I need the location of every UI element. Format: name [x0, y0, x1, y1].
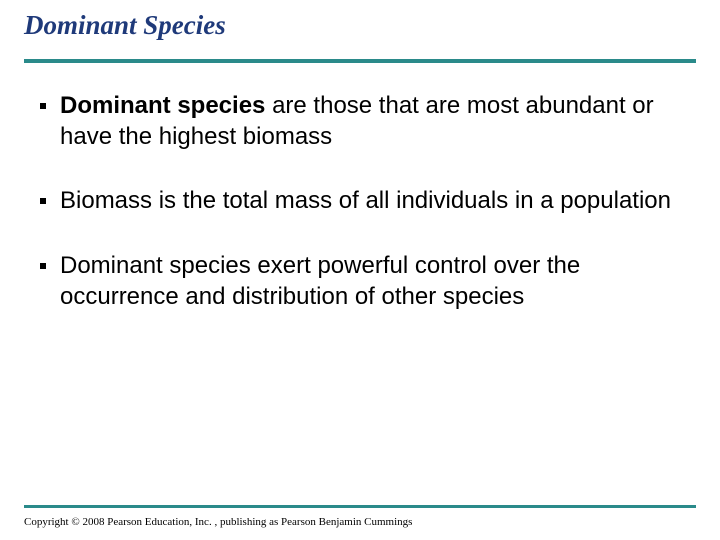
bold-term: Dominant species: [60, 92, 265, 119]
bullet-text: Biomass is the total mass of all individ…: [60, 186, 680, 217]
bullet-icon: [40, 198, 46, 204]
bullet-icon: [40, 103, 46, 109]
list-item: Dominant species exert powerful control …: [40, 251, 680, 312]
footer-divider: [24, 505, 696, 508]
list-item: Biomass is the total mass of all individ…: [40, 186, 680, 217]
content-area: Dominant species are those that are most…: [0, 63, 720, 313]
bullet-text: Dominant species exert powerful control …: [60, 251, 680, 312]
bullet-rest: Dominant species exert powerful control …: [60, 252, 580, 310]
bullet-icon: [40, 263, 46, 269]
page-title: Dominant Species: [0, 0, 720, 41]
bullet-text: Dominant species are those that are most…: [60, 91, 680, 152]
list-item: Dominant species are those that are most…: [40, 91, 680, 152]
copyright-text: Copyright © 2008 Pearson Education, Inc.…: [24, 516, 412, 528]
bullet-rest: Biomass is the total mass of all individ…: [60, 187, 671, 214]
